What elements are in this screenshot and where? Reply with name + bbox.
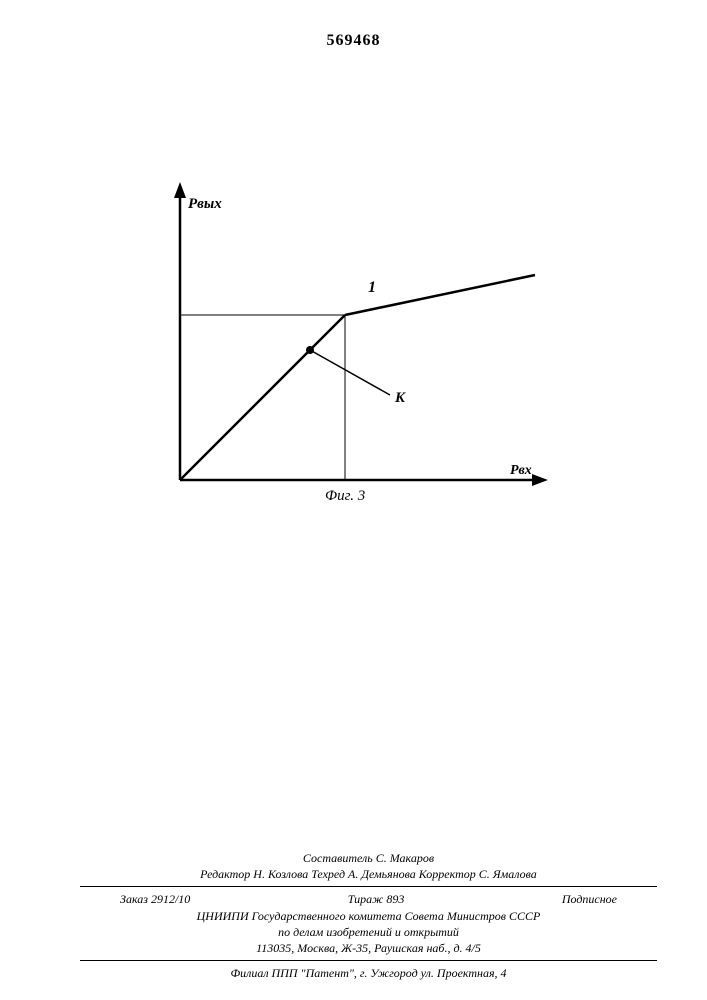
page-number: 569468 — [0, 32, 707, 50]
x-axis-label: Pвх — [510, 463, 532, 478]
footer-org1: ЦНИИПИ Государственного комитета Совета … — [80, 908, 657, 924]
footer-order-row: Заказ 2912/10 Тираж 893 Подписное — [80, 891, 657, 907]
y-axis-arrow — [174, 182, 186, 198]
y-axis-label: Pвых — [188, 196, 222, 212]
footer-order: Заказ 2912/10 — [120, 891, 190, 907]
footer-podpisnoe: Подписное — [562, 891, 617, 907]
figure-label: Фиг. 3 — [325, 488, 365, 504]
footer-rule-2 — [80, 960, 657, 961]
curve-seg1 — [180, 315, 345, 480]
footer-address: 113035, Москва, Ж-35, Раушская наб., д. … — [80, 940, 657, 956]
k-leader — [310, 350, 390, 395]
point-label-k: K — [394, 390, 406, 406]
chart-svg: Pвых Pвх 1 K Фиг. 3 — [140, 180, 560, 520]
footer-compiler: Составитель С. Макаров — [80, 850, 657, 866]
footer-editors: Редактор Н. Козлова Техред А. Демьянова … — [80, 866, 657, 882]
footer-rule-1 — [80, 886, 657, 887]
footer-block: Составитель С. Макаров Редактор Н. Козло… — [80, 850, 657, 981]
footer-org2: по делам изобретений и открытий — [80, 924, 657, 940]
chart-fig3: Pвых Pвх 1 K Фиг. 3 — [140, 180, 560, 520]
x-axis-arrow — [532, 474, 548, 486]
footer-branch: Филиал ППП "Патент", г. Ужгород ул. Прое… — [80, 965, 657, 981]
point-label-1: 1 — [368, 279, 376, 296]
footer-tirazh: Тираж 893 — [348, 891, 405, 907]
